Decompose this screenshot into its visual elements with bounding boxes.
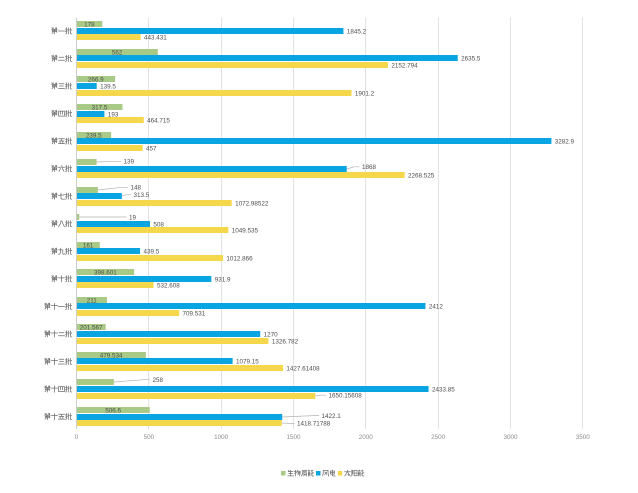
- svg-text:1845.2: 1845.2: [347, 28, 367, 35]
- svg-text:139.5: 139.5: [100, 83, 116, 90]
- svg-text:317.5: 317.5: [92, 104, 108, 111]
- svg-text:2152.794: 2152.794: [391, 62, 418, 69]
- svg-text:1901.2: 1901.2: [355, 90, 375, 97]
- svg-text:313.5: 313.5: [134, 192, 150, 199]
- svg-text:1072.98522: 1072.98522: [235, 200, 269, 207]
- svg-text:1500: 1500: [286, 434, 301, 441]
- svg-text:562: 562: [112, 49, 123, 56]
- svg-text:0: 0: [75, 434, 79, 441]
- svg-text:479.534: 479.534: [100, 352, 123, 359]
- svg-text:443.431: 443.431: [144, 34, 167, 41]
- svg-text:464.715: 464.715: [147, 117, 170, 124]
- svg-text:193: 193: [108, 111, 119, 118]
- svg-text:532.608: 532.608: [157, 282, 180, 289]
- svg-text:3282.9: 3282.9: [555, 138, 575, 145]
- svg-text:1012.866: 1012.866: [226, 255, 253, 262]
- svg-text:1427.61408: 1427.61408: [286, 365, 320, 372]
- svg-text:1650.15608: 1650.15608: [329, 393, 363, 400]
- svg-text:2635.5: 2635.5: [461, 55, 481, 62]
- svg-text:3000: 3000: [503, 434, 518, 441]
- svg-text:3500: 3500: [576, 434, 591, 441]
- svg-text:2000: 2000: [359, 434, 374, 441]
- svg-text:398.601: 398.601: [94, 269, 117, 276]
- svg-text:439.5: 439.5: [143, 248, 159, 255]
- svg-text:1270: 1270: [264, 331, 279, 338]
- svg-text:2268.525: 2268.525: [408, 172, 435, 179]
- svg-text:161: 161: [83, 242, 94, 249]
- svg-text:178: 178: [84, 21, 95, 28]
- svg-text:931.9: 931.9: [215, 276, 231, 283]
- svg-text:1868: 1868: [362, 164, 377, 171]
- svg-text:211: 211: [87, 297, 98, 304]
- svg-text:201.567: 201.567: [80, 324, 103, 331]
- svg-text:1422.1: 1422.1: [322, 413, 342, 420]
- svg-text:1079.15: 1079.15: [236, 358, 259, 365]
- svg-text:709.531: 709.531: [183, 310, 206, 317]
- svg-text:19: 19: [129, 214, 137, 221]
- svg-text:266.9: 266.9: [88, 76, 104, 83]
- svg-text:2412: 2412: [429, 303, 444, 310]
- svg-text:239.5: 239.5: [86, 132, 102, 139]
- svg-text:457: 457: [146, 145, 157, 152]
- svg-text:139: 139: [124, 159, 135, 166]
- svg-text:2433.85: 2433.85: [432, 386, 455, 393]
- svg-text:1049.535: 1049.535: [232, 227, 259, 234]
- svg-text:1326.782: 1326.782: [272, 338, 299, 345]
- svg-text:508: 508: [153, 221, 164, 228]
- svg-text:148: 148: [131, 185, 142, 192]
- svg-text:2500: 2500: [431, 434, 446, 441]
- svg-text:500: 500: [144, 434, 155, 441]
- svg-text:1418.71788: 1418.71788: [297, 421, 331, 428]
- svg-text:258: 258: [153, 377, 164, 384]
- svg-text:1000: 1000: [214, 434, 229, 441]
- svg-text:506.6: 506.6: [105, 407, 121, 414]
